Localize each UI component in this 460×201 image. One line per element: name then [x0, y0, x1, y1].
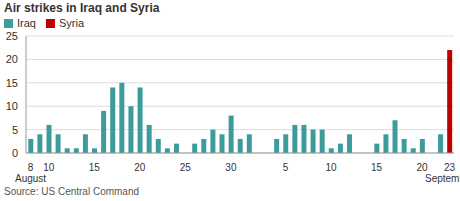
- svg-text:25: 25: [8, 30, 18, 42]
- html-text:Air strikes in Iraq and Syria: Air strikes in Iraq and Syria: [4, 1, 160, 15]
- svg-text:8August: 8August: [15, 162, 46, 184]
- svg-text:15: 15: [89, 162, 101, 173]
- html-text:Iraq: Iraq: [17, 17, 36, 29]
- svg-text:15: 15: [371, 162, 383, 173]
- html-text:Syria: Syria: [59, 17, 84, 29]
- html-text:Source: US Central Command: Source: US Central Command: [4, 186, 140, 197]
- svg-text:0: 0: [12, 147, 18, 159]
- svg-text:23September: 23September: [425, 162, 452, 184]
- svg-text:10: 10: [8, 100, 18, 112]
- svg-text:20: 20: [134, 162, 146, 173]
- svg-text:15: 15: [8, 77, 18, 89]
- svg-text:5: 5: [12, 124, 18, 136]
- svg-text:20: 20: [417, 162, 429, 173]
- svg-text:25: 25: [180, 162, 192, 173]
- svg-text:10: 10: [43, 162, 55, 173]
- svg-text:5: 5: [283, 162, 289, 173]
- svg-text:30: 30: [225, 162, 237, 173]
- svg-text:10: 10: [326, 162, 338, 173]
- svg-text:20: 20: [8, 53, 18, 65]
